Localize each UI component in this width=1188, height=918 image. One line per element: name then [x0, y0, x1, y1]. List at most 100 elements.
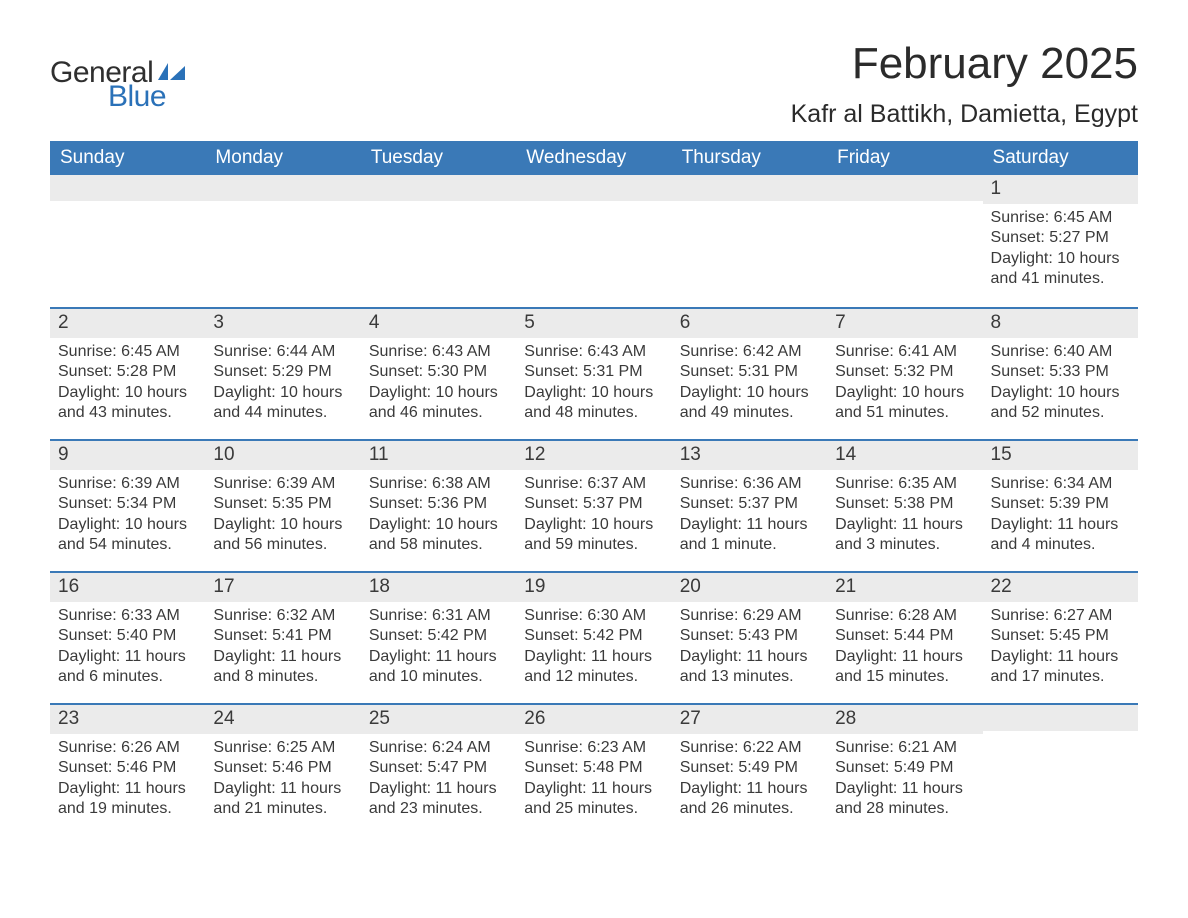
daylight-line: Daylight: 10 hours and 58 minutes.	[369, 515, 508, 556]
sunrise-line: Sunrise: 6:30 AM	[524, 606, 663, 626]
sunrise-line: Sunrise: 6:45 AM	[991, 208, 1130, 228]
day-17: 17Sunrise: 6:32 AMSunset: 5:41 PMDayligh…	[205, 573, 360, 703]
day-9: 9Sunrise: 6:39 AMSunset: 5:34 PMDaylight…	[50, 441, 205, 571]
day-number: 9	[50, 441, 205, 469]
sunset-line: Sunset: 5:49 PM	[835, 758, 974, 778]
day-details: Sunrise: 6:41 AMSunset: 5:32 PMDaylight:…	[833, 342, 976, 424]
day-number: 21	[827, 573, 982, 601]
day-number: 2	[50, 309, 205, 337]
day-27: 27Sunrise: 6:22 AMSunset: 5:49 PMDayligh…	[672, 705, 827, 835]
sunset-line: Sunset: 5:33 PM	[991, 362, 1130, 382]
day-number	[827, 175, 982, 201]
day-empty	[983, 705, 1138, 835]
sunset-line: Sunset: 5:34 PM	[58, 494, 197, 514]
day-number: 23	[50, 705, 205, 733]
weekday-saturday: Saturday	[983, 141, 1138, 175]
day-number: 13	[672, 441, 827, 469]
daylight-line: Daylight: 11 hours and 3 minutes.	[835, 515, 974, 556]
daylight-line: Daylight: 11 hours and 26 minutes.	[680, 779, 819, 820]
day-details: Sunrise: 6:23 AMSunset: 5:48 PMDaylight:…	[522, 738, 665, 820]
daylight-line: Daylight: 10 hours and 48 minutes.	[524, 383, 663, 424]
day-details: Sunrise: 6:40 AMSunset: 5:33 PMDaylight:…	[989, 342, 1132, 424]
header: General Blue February 2025 Kafr al Batti…	[50, 40, 1138, 129]
sunrise-line: Sunrise: 6:42 AM	[680, 342, 819, 362]
day-number: 16	[50, 573, 205, 601]
sunset-line: Sunset: 5:36 PM	[369, 494, 508, 514]
sunset-line: Sunset: 5:41 PM	[213, 626, 352, 646]
sunset-line: Sunset: 5:45 PM	[991, 626, 1130, 646]
daylight-line: Daylight: 11 hours and 10 minutes.	[369, 647, 508, 688]
day-empty	[50, 175, 205, 307]
day-3: 3Sunrise: 6:44 AMSunset: 5:29 PMDaylight…	[205, 309, 360, 439]
sunset-line: Sunset: 5:32 PM	[835, 362, 974, 382]
day-details: Sunrise: 6:29 AMSunset: 5:43 PMDaylight:…	[678, 606, 821, 688]
sunrise-line: Sunrise: 6:43 AM	[524, 342, 663, 362]
week-row: 1Sunrise: 6:45 AMSunset: 5:27 PMDaylight…	[50, 175, 1138, 307]
day-details: Sunrise: 6:22 AMSunset: 5:49 PMDaylight:…	[678, 738, 821, 820]
day-details: Sunrise: 6:43 AMSunset: 5:30 PMDaylight:…	[367, 342, 510, 424]
day-24: 24Sunrise: 6:25 AMSunset: 5:46 PMDayligh…	[205, 705, 360, 835]
day-23: 23 Sunrise: 6:26 AMSunset: 5:46 PMDayligh…	[50, 705, 205, 835]
title-block: February 2025 Kafr al Battikh, Damietta,…	[791, 40, 1138, 129]
day-number: 8	[983, 309, 1138, 337]
day-15: 15Sunrise: 6:34 AMSunset: 5:39 PMDayligh…	[983, 441, 1138, 571]
day-details: Sunrise: 6:30 AMSunset: 5:42 PMDaylight:…	[522, 606, 665, 688]
sunset-line: Sunset: 5:44 PM	[835, 626, 974, 646]
day-11: 11 Sunrise: 6:38 AMSunset: 5:36 PMDayligh…	[361, 441, 516, 571]
day-7: 7Sunrise: 6:41 AMSunset: 5:32 PMDaylight…	[827, 309, 982, 439]
day-28: 28Sunrise: 6:21 AMSunset: 5:49 PMDayligh…	[827, 705, 982, 835]
sunset-line: Sunset: 5:46 PM	[213, 758, 352, 778]
sunset-line: Sunset: 5:31 PM	[524, 362, 663, 382]
day-5: 5Sunrise: 6:43 AMSunset: 5:31 PMDaylight…	[516, 309, 671, 439]
sunrise-line: Sunrise: 6:34 AM	[991, 474, 1130, 494]
day-details: Sunrise: 6:37 AMSunset: 5:37 PMDaylight:…	[522, 474, 665, 556]
sunset-line: Sunset: 5:35 PM	[213, 494, 352, 514]
sunrise-line: Sunrise: 6:24 AM	[369, 738, 508, 758]
sunrise-line: Sunrise: 6:32 AM	[213, 606, 352, 626]
day-details: Sunrise: 6:32 AMSunset: 5:41 PMDaylight:…	[211, 606, 354, 688]
day-25: 25Sunrise: 6:24 AMSunset: 5:47 PMDayligh…	[361, 705, 516, 835]
day-14: 14Sunrise: 6:35 AMSunset: 5:38 PMDayligh…	[827, 441, 982, 571]
day-details: Sunrise: 6:34 AMSunset: 5:39 PMDaylight:…	[989, 474, 1132, 556]
day-details: Sunrise: 6:21 AMSunset: 5:49 PMDaylight:…	[833, 738, 976, 820]
page-title: February 2025	[791, 40, 1138, 88]
daylight-line: Daylight: 10 hours and 56 minutes.	[213, 515, 352, 556]
daylight-line: Daylight: 10 hours and 41 minutes.	[991, 249, 1130, 290]
sunrise-line: Sunrise: 6:43 AM	[369, 342, 508, 362]
week-row: 23 Sunrise: 6:26 AMSunset: 5:46 PMDayligh…	[50, 703, 1138, 835]
daylight-line: Daylight: 11 hours and 19 minutes.	[58, 779, 197, 820]
sunset-line: Sunset: 5:31 PM	[680, 362, 819, 382]
day-number: 18	[361, 573, 516, 601]
week-row: 2 Sunrise: 6:45 AMSunset: 5:28 PMDaylight…	[50, 307, 1138, 439]
day-number: 22	[983, 573, 1138, 601]
day-details: Sunrise: 6:26 AMSunset: 5:46 PMDaylight:…	[56, 738, 199, 820]
day-number	[50, 175, 205, 201]
day-details: Sunrise: 6:45 AMSunset: 5:27 PMDaylight:…	[989, 208, 1132, 290]
day-number: 11	[361, 441, 516, 469]
day-number: 6	[672, 309, 827, 337]
daylight-line: Daylight: 11 hours and 1 minute.	[680, 515, 819, 556]
sunset-line: Sunset: 5:42 PM	[369, 626, 508, 646]
day-18: 18 Sunrise: 6:31 AMSunset: 5:42 PMDayligh…	[361, 573, 516, 703]
sunrise-line: Sunrise: 6:38 AM	[369, 474, 508, 494]
day-empty	[361, 175, 516, 307]
daylight-line: Daylight: 11 hours and 21 minutes.	[213, 779, 352, 820]
sunrise-line: Sunrise: 6:33 AM	[58, 606, 197, 626]
weekday-sunday: Sunday	[50, 141, 205, 175]
daylight-line: Daylight: 11 hours and 15 minutes.	[835, 647, 974, 688]
day-details: Sunrise: 6:31 AMSunset: 5:42 PMDaylight:…	[367, 606, 510, 688]
weekday-header: SundayMondayTuesdayWednesdayThursdayFrid…	[50, 141, 1138, 175]
sunrise-line: Sunrise: 6:28 AM	[835, 606, 974, 626]
day-details: Sunrise: 6:42 AMSunset: 5:31 PMDaylight:…	[678, 342, 821, 424]
sunset-line: Sunset: 5:38 PM	[835, 494, 974, 514]
sunrise-line: Sunrise: 6:31 AM	[369, 606, 508, 626]
daylight-line: Daylight: 11 hours and 28 minutes.	[835, 779, 974, 820]
day-26: 26Sunrise: 6:23 AMSunset: 5:48 PMDayligh…	[516, 705, 671, 835]
sunrise-line: Sunrise: 6:41 AM	[835, 342, 974, 362]
brand-logo: General Blue	[50, 40, 187, 112]
sunrise-line: Sunrise: 6:29 AM	[680, 606, 819, 626]
day-number: 24	[205, 705, 360, 733]
day-details: Sunrise: 6:45 AMSunset: 5:28 PMDaylight:…	[56, 342, 199, 424]
day-details: Sunrise: 6:36 AMSunset: 5:37 PMDaylight:…	[678, 474, 821, 556]
day-number	[205, 175, 360, 201]
